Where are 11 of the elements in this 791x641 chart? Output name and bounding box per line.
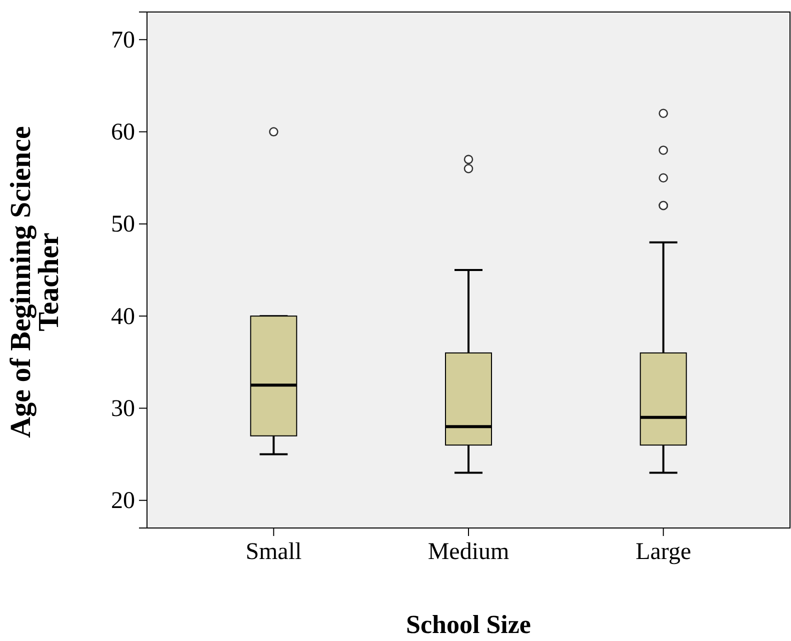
y-tick-label: 50 — [111, 212, 135, 238]
y-axis-title: Age of Beginning Science Teacher — [5, 126, 65, 438]
x-axis-title: School Size — [406, 610, 531, 639]
x-tick-label: Small — [246, 539, 302, 566]
y-tick-label: 20 — [111, 488, 135, 514]
x-tick-label: Medium — [428, 539, 510, 566]
y-tick-label: 70 — [111, 27, 135, 54]
y-tick-label: 30 — [111, 396, 135, 422]
y-tick-label: 60 — [111, 119, 135, 146]
y-tick-label: 40 — [111, 304, 135, 330]
x-tick-label: Large — [636, 539, 692, 566]
